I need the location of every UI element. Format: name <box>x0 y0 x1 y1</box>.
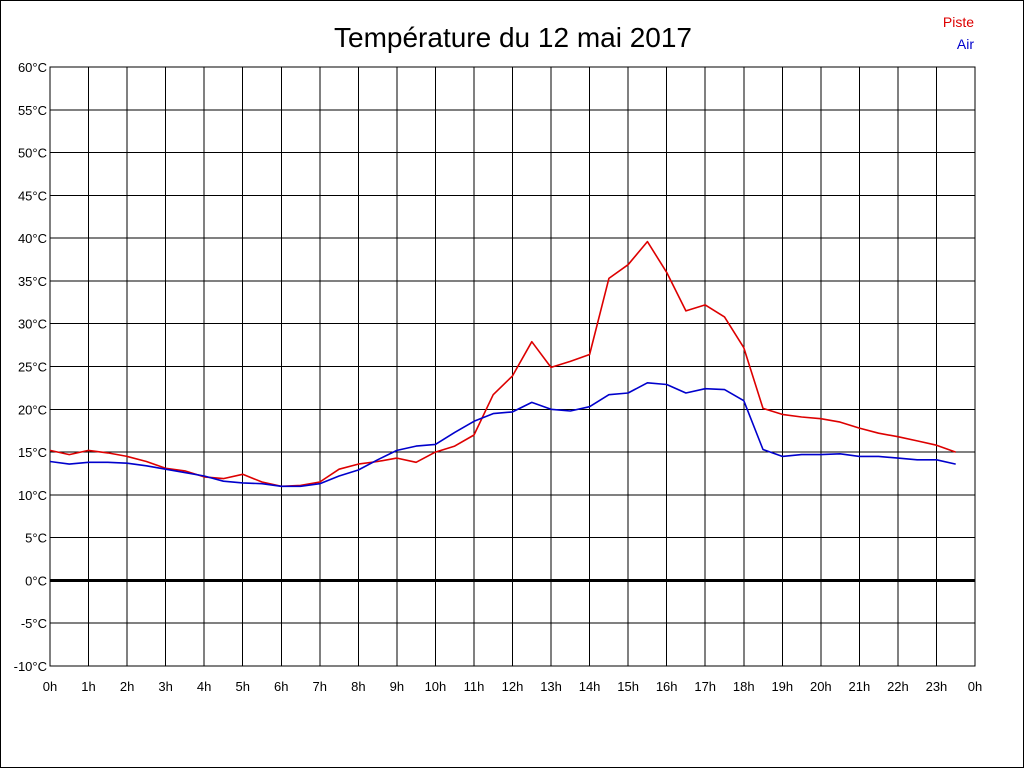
x-tick-label: 14h <box>579 679 601 694</box>
chart-title: Température du 12 mai 2017 <box>334 22 692 53</box>
x-tick-label: 12h <box>502 679 524 694</box>
x-tick-label: 0h <box>968 679 982 694</box>
x-tick-label: 23h <box>926 679 948 694</box>
x-tick-label: 6h <box>274 679 288 694</box>
y-tick-label: 55°C <box>18 103 47 118</box>
y-tick-label: 0°C <box>25 573 47 588</box>
x-tick-label: 22h <box>887 679 909 694</box>
y-tick-label: 5°C <box>25 531 47 546</box>
x-tick-label: 19h <box>771 679 793 694</box>
x-tick-label: 4h <box>197 679 211 694</box>
x-tick-label: 9h <box>390 679 404 694</box>
y-tick-label: 35°C <box>18 274 47 289</box>
series-line-piste <box>49 240 956 488</box>
x-tick-label: 7h <box>313 679 327 694</box>
legend-entry-air: Air <box>957 36 974 52</box>
grid <box>49 66 976 667</box>
x-tick-label: 8h <box>351 679 365 694</box>
legend-entry-piste: Piste <box>943 14 974 30</box>
y-tick-label: 15°C <box>18 445 47 460</box>
y-tick-label: 20°C <box>18 402 47 417</box>
x-tick-label: 20h <box>810 679 832 694</box>
x-tick-label: 21h <box>849 679 871 694</box>
y-axis-tick-labels: -10°C -5°C 0°C 5°C 10°C 15°C 20°C 25°C 30°C 35°C 4… <box>14 60 47 674</box>
y-tick-label: 25°C <box>18 360 47 375</box>
y-tick-label: 10°C <box>18 488 47 503</box>
x-tick-label: 18h <box>733 679 755 694</box>
y-tick-label: 45°C <box>18 188 47 203</box>
y-tick-label: 40°C <box>18 231 47 246</box>
legend: Piste Air <box>943 14 974 52</box>
x-tick-label: 17h <box>694 679 716 694</box>
x-tick-label: 0h <box>43 679 57 694</box>
series-lines <box>49 240 956 488</box>
x-tick-label: 2h <box>120 679 134 694</box>
x-tick-label: 1h <box>81 679 95 694</box>
y-tick-label: 30°C <box>18 317 47 332</box>
x-tick-label: 11h <box>464 679 485 694</box>
x-axis-tick-labels: 0h 1h 2h 3h 4h 5h 6h 7h 8h 9h 10h 11h 12h 13h 14h 15h 16… <box>43 679 982 694</box>
y-tick-label: -10°C <box>14 659 47 674</box>
y-tick-label: 50°C <box>18 146 47 161</box>
y-tick-label: 60°C <box>18 60 47 75</box>
x-tick-label: 3h <box>158 679 172 694</box>
x-tick-label: 5h <box>235 679 249 694</box>
y-tick-label: -5°C <box>21 616 47 631</box>
x-tick-label: 16h <box>656 679 678 694</box>
x-tick-label: 15h <box>617 679 639 694</box>
plot-border <box>49 66 976 667</box>
x-tick-label: 10h <box>425 679 447 694</box>
series-line-air <box>49 381 956 488</box>
x-tick-label: 13h <box>540 679 562 694</box>
